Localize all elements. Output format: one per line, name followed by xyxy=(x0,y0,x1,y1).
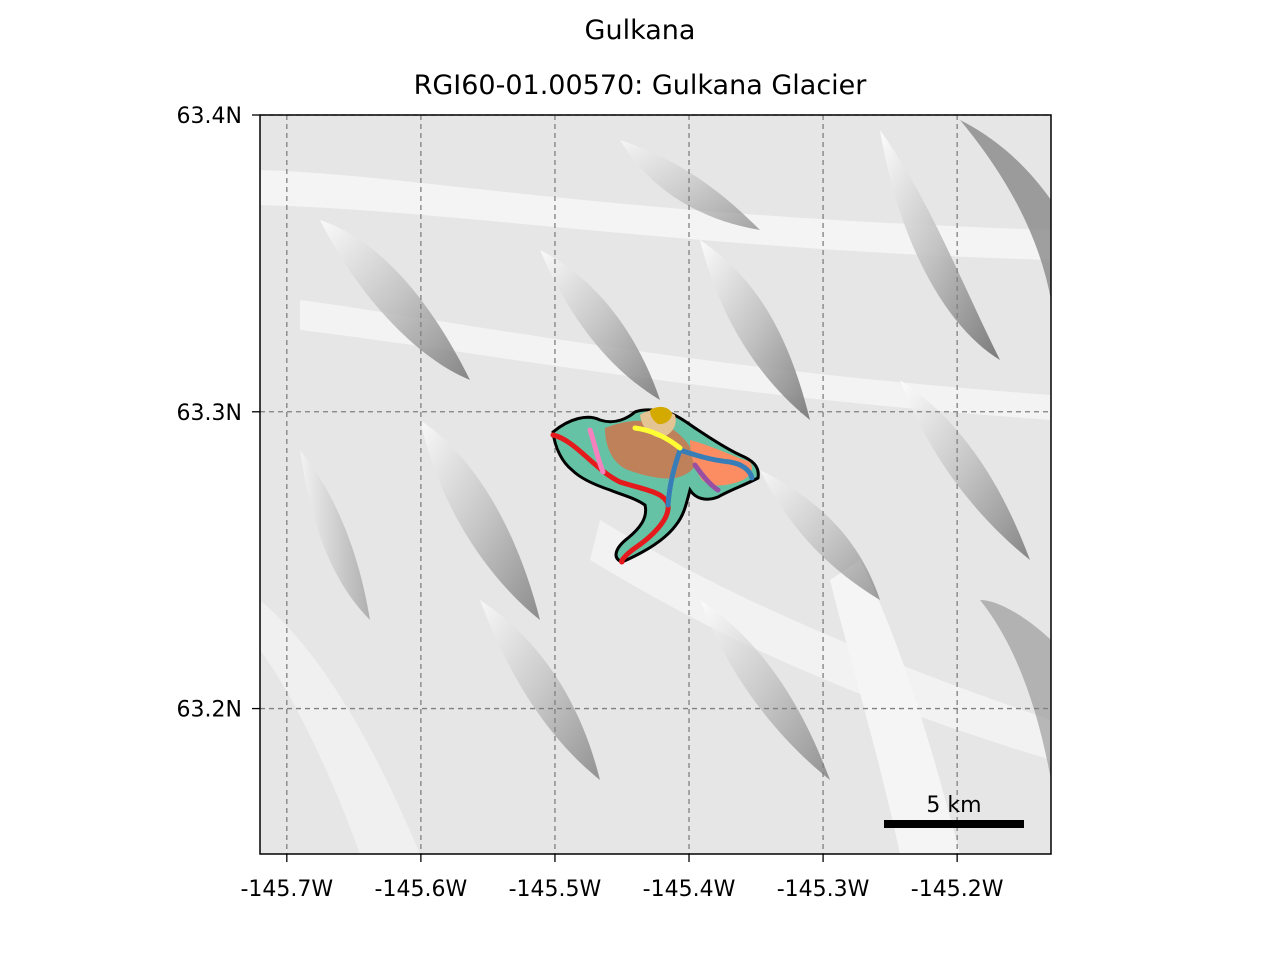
x-tick-label: -145.4W xyxy=(643,877,736,902)
flowline-blue-2 xyxy=(665,447,683,508)
x-tick-label: -145.6W xyxy=(375,877,468,902)
figure-suptitle: Gulkana xyxy=(584,15,696,46)
flowline-purple xyxy=(692,462,721,493)
x-tick-label: -145.5W xyxy=(509,877,602,902)
x-tick-label: -145.2W xyxy=(911,877,1004,902)
y-axis-ticks: 63.4N 63.3N 63.2N xyxy=(177,104,260,723)
y-tick-label: 63.2N xyxy=(177,698,242,723)
scale-bar: 5 km xyxy=(884,793,1024,828)
y-tick-label: 63.3N xyxy=(177,401,242,426)
map-frame xyxy=(259,114,1052,855)
map-title: RGI60-01.00570: Gulkana Glacier xyxy=(413,70,867,101)
scale-bar-label: 5 km xyxy=(926,793,981,818)
flowline-pink xyxy=(587,427,606,475)
x-tick-label: -145.3W xyxy=(777,877,870,902)
flowline-yellow xyxy=(632,425,683,451)
hillshade-terrain xyxy=(260,115,1051,854)
x-tick-label: -145.7W xyxy=(240,877,333,902)
x-axis-ticks: -145.7W -145.6W -145.5W -145.4W -145.3W -145.… xyxy=(240,854,1004,902)
glacier-flowlines xyxy=(550,425,755,565)
flowline-blue xyxy=(677,447,755,481)
y-tick-label: 63.4N xyxy=(177,104,242,129)
scale-bar-line xyxy=(884,820,1024,828)
